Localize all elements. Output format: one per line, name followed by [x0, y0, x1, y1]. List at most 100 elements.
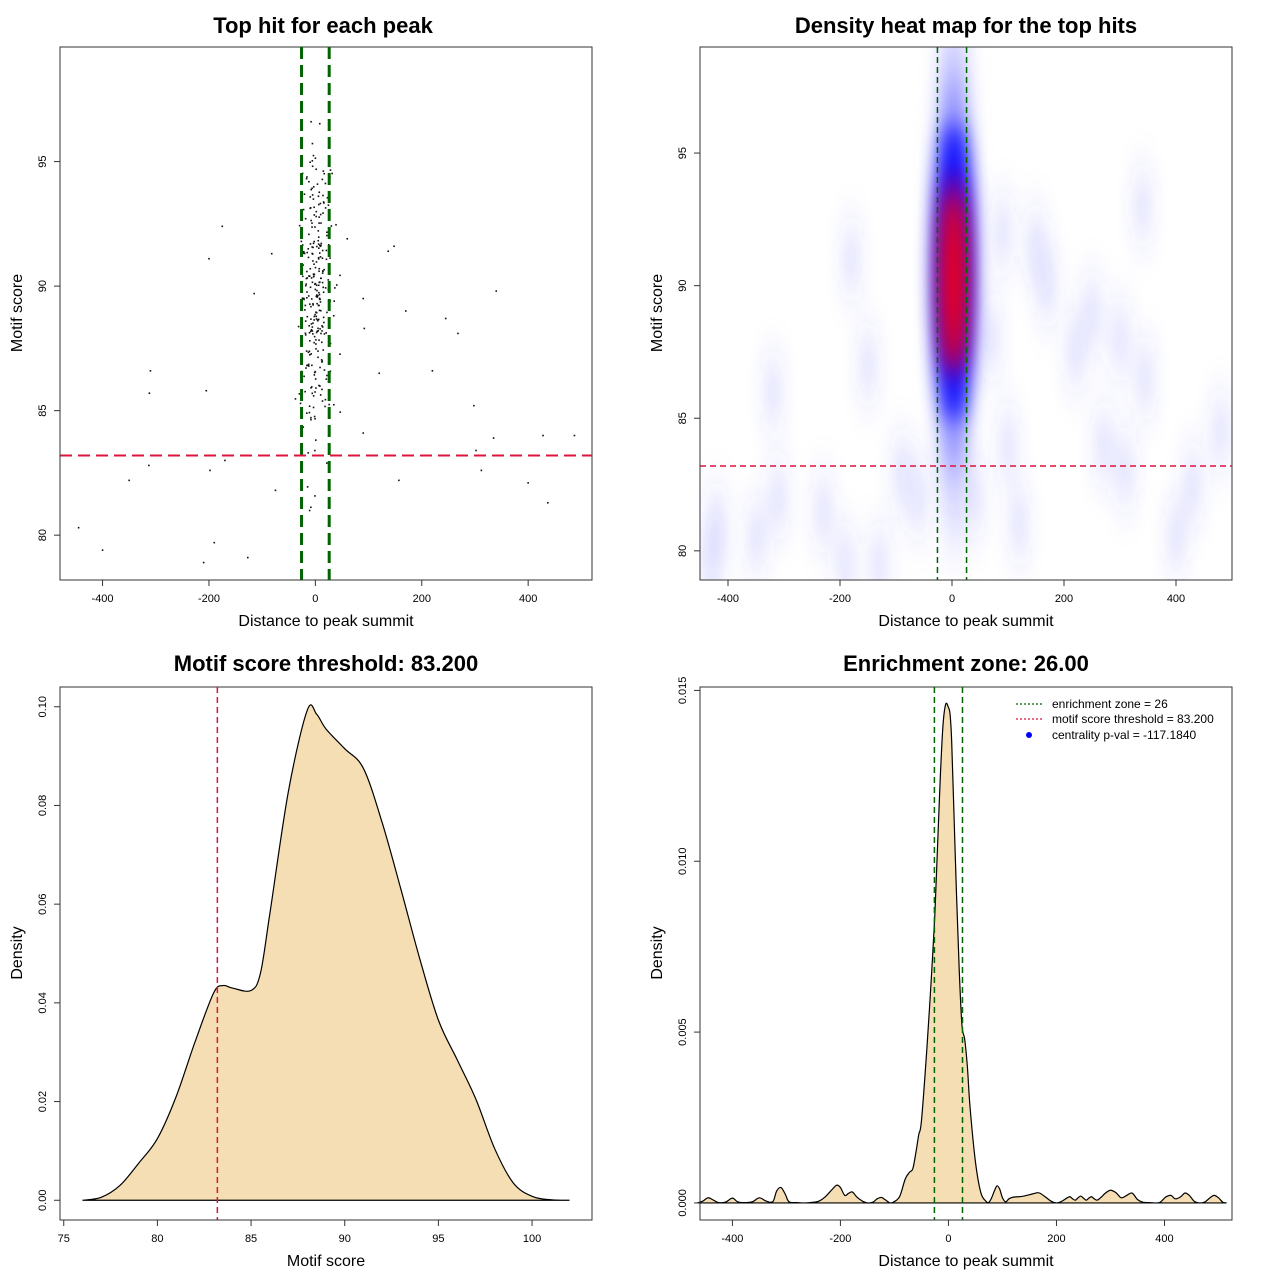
- distance-density-y-tick-label: 0.005: [677, 1018, 689, 1046]
- scatter-point: [303, 250, 305, 253]
- distance-density-x-tick-label: -200: [829, 1233, 851, 1245]
- scatter-point: [303, 297, 305, 300]
- distance-density-x-label: Distance to peak summit: [878, 1253, 1054, 1270]
- scatter-point: [305, 350, 308, 352]
- scatter-point: [313, 315, 316, 318]
- scatter-point: [308, 180, 310, 183]
- scatter-point: [315, 387, 317, 389]
- scatter-point: [149, 369, 152, 372]
- scatter-point: [315, 339, 317, 341]
- scatter-point: [320, 277, 322, 280]
- scatter-point: [311, 187, 313, 190]
- scatter-x-tick-label: 0: [312, 593, 318, 605]
- heatmap-blob: [815, 485, 832, 538]
- scatter-point: [319, 256, 322, 258]
- scatter-point: [302, 208, 305, 211]
- score-density-x-label: Motif score: [287, 1253, 365, 1270]
- scatter-point: [378, 372, 380, 375]
- scatter-point: [316, 183, 319, 185]
- scatter-point: [148, 464, 150, 467]
- scatter-point: [317, 243, 320, 245]
- scatter-point: [547, 501, 549, 504]
- scatter-point: [322, 316, 325, 319]
- scatter-point: [312, 303, 314, 305]
- score-density-x-tick-label: 75: [58, 1233, 70, 1245]
- scatter-point: [315, 315, 318, 318]
- scatter-point: [321, 272, 324, 274]
- scatter-point: [324, 207, 327, 209]
- scatter-point: [326, 231, 328, 234]
- scatter-point: [313, 335, 316, 338]
- scatter-point: [308, 331, 311, 334]
- scatter-title: Top hit for each peak: [213, 13, 433, 38]
- distance-density-x-tick-label: 400: [1155, 1233, 1173, 1245]
- scatter-point: [321, 330, 323, 332]
- distance-density-x-tick-label: 0: [945, 1233, 951, 1245]
- scatter-point: [303, 252, 306, 255]
- scatter-point: [313, 319, 315, 321]
- scatter-point: [306, 251, 308, 254]
- scatter-point: [320, 341, 323, 344]
- scatter-point: [315, 215, 317, 218]
- scatter-point: [310, 188, 312, 191]
- scatter-point: [318, 191, 321, 194]
- scatter-point: [315, 284, 318, 287]
- heatmap-blob: [764, 365, 781, 418]
- scatter-point: [308, 411, 311, 414]
- scatter-point: [322, 286, 325, 289]
- scatter-point: [331, 172, 333, 175]
- scatter-point: [311, 326, 314, 328]
- scatter-point: [322, 291, 325, 293]
- scatter-point: [101, 549, 104, 551]
- distance-density-x-ticks: -400 -200 0 200 400: [721, 1219, 1174, 1245]
- score-density-curve: [82, 704, 570, 1201]
- scatter-point: [309, 330, 312, 333]
- scatter-point: [318, 339, 320, 341]
- scatter-point: [310, 328, 313, 331]
- scatter-point: [323, 202, 325, 204]
- scatter-point: [317, 284, 320, 287]
- scatter-point: [322, 194, 324, 197]
- scatter-point: [309, 340, 311, 342]
- scatter-point: [306, 176, 308, 178]
- scatter-point: [309, 286, 312, 289]
- scatter-point: [270, 252, 273, 255]
- scatter-point: [314, 313, 316, 316]
- distance-density-y-label: Density: [649, 926, 666, 979]
- scatter-point: [303, 375, 305, 378]
- legend: enrichment zone = 26 motif score thresho…: [1016, 697, 1214, 742]
- scatter-point: [321, 257, 324, 260]
- scatter-point: [324, 398, 327, 401]
- scatter-point: [324, 182, 327, 185]
- scatter-point: [310, 318, 312, 320]
- scatter-point: [303, 193, 306, 196]
- scatter-point: [246, 556, 249, 559]
- scatter-point: [313, 214, 316, 216]
- distance-density-x-tick-label: -400: [721, 1233, 743, 1245]
- scatter-point: [317, 195, 320, 198]
- scatter-point: [317, 318, 320, 321]
- scatter-point: [308, 509, 311, 512]
- heatmap-blob: [871, 538, 888, 580]
- scatter-point: [310, 353, 313, 355]
- scatter-point: [320, 244, 322, 247]
- scatter-point: [306, 270, 308, 273]
- scatter-point: [224, 459, 226, 462]
- scatter-point: [128, 479, 130, 482]
- scatter-point: [322, 170, 325, 172]
- scatter-point: [305, 283, 308, 285]
- scatter-point: [311, 194, 314, 196]
- distance-density-y-ticks: 0.000 0.005 0.010 0.015: [677, 677, 701, 1217]
- scatter-point: [304, 304, 307, 307]
- scatter-point: [318, 270, 320, 273]
- scatter-point: [313, 273, 316, 276]
- scatter-point: [313, 240, 315, 243]
- scatter-point: [314, 288, 317, 291]
- scatter-x-ticks: -400 -200 0 200 400: [92, 579, 537, 605]
- heatmap-panel: Density heat map for the top hits -400 -2…: [649, 13, 1233, 630]
- scatter-point: [318, 291, 320, 294]
- scatter-point: [312, 406, 315, 409]
- scatter-point: [324, 405, 326, 408]
- scatter-point: [310, 298, 313, 300]
- heatmap-x-tick-label: 400: [1167, 593, 1185, 605]
